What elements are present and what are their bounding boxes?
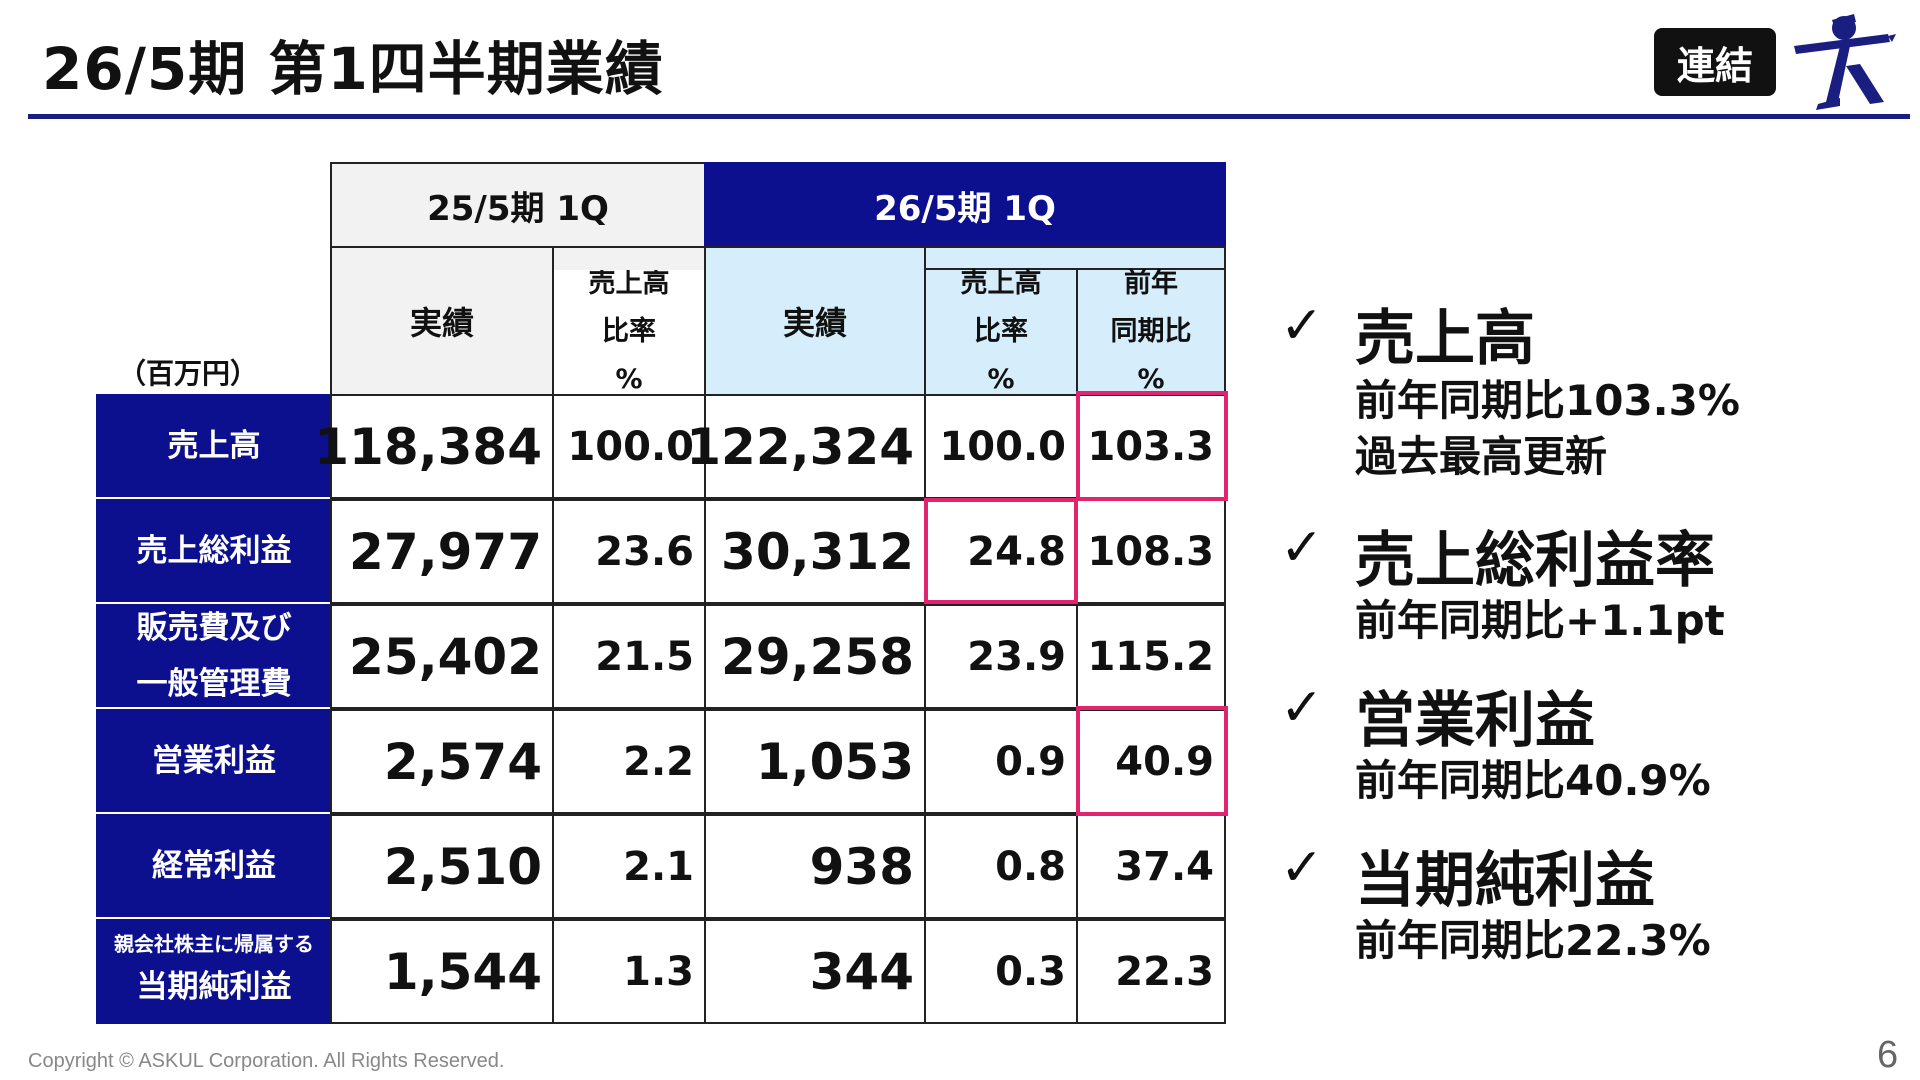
highlight-sales-yoy	[1076, 391, 1228, 501]
sales-prev-ratio: 100.0	[552, 394, 706, 499]
mascot-logo	[1794, 14, 1896, 110]
curr-actual-header: 実績	[704, 246, 926, 396]
check-icon: ✓	[1280, 678, 1324, 738]
slide-title: 26/5期 第1四半期業績	[42, 35, 664, 103]
sga-curr: 29,258	[704, 604, 926, 709]
check-icon: ✓	[1280, 296, 1324, 356]
gross-profit-prev-ratio: 23.6	[552, 499, 706, 604]
prev-header-fill	[552, 246, 706, 270]
highlight-line: 前年同期比40.9%	[1355, 756, 1711, 805]
ordinary-profit-yoy: 37.4	[1076, 814, 1226, 919]
ordinary-profit-curr: 938	[704, 814, 926, 919]
highlight-title: 売上高	[1355, 304, 1535, 374]
operating-profit-prev-ratio: 2.2	[552, 709, 706, 814]
sales-curr: 122,324	[686, 394, 926, 499]
highlight-title: 当期純利益	[1355, 846, 1655, 916]
prev-ratio-header: 売上高 比率%	[552, 268, 706, 396]
curr-yoy-header: 前年 同期比%	[1076, 268, 1226, 396]
highlight-title: 営業利益	[1355, 686, 1595, 756]
row-label-operating-profit: 営業利益	[96, 709, 332, 814]
row-label-ordinary-profit: 経常利益	[96, 814, 332, 919]
operating-profit-curr: 1,053	[704, 709, 926, 814]
period-prev-header: 25/5期 1Q	[330, 162, 706, 248]
sales-yoy: 103.3	[1076, 394, 1226, 499]
highlight-title: 売上総利益率	[1355, 526, 1715, 596]
net-income-curr: 344	[704, 919, 926, 1024]
curr-ratio-header: 売上高 比率%	[924, 268, 1078, 396]
gross-profit-curr-ratio: 24.8	[924, 499, 1078, 604]
operating-profit-prev: 2,574	[330, 709, 554, 814]
check-icon: ✓	[1280, 518, 1324, 578]
gross-profit-curr: 30,312	[704, 499, 926, 604]
net-income-prev-ratio: 1.3	[552, 919, 706, 1024]
row-label-net-income: 親会社株主に帰属する 当期純利益	[96, 919, 332, 1024]
curr-header-fill	[924, 246, 1226, 270]
sga-yoy: 115.2	[1076, 604, 1226, 709]
copyright: Copyright © ASKUL Corporation. All Right…	[28, 1050, 505, 1072]
gross-profit-prev: 27,977	[330, 499, 554, 604]
net-income-prev: 1,544	[330, 919, 554, 1024]
sales-prev: 118,384	[314, 394, 554, 499]
highlight-operating-yoy	[1076, 706, 1228, 816]
operating-profit-curr-ratio: 0.9	[924, 709, 1078, 814]
gross-profit-yoy: 108.3	[1076, 499, 1226, 604]
title-underline	[28, 114, 1910, 119]
sga-prev-ratio: 21.5	[552, 604, 706, 709]
prev-actual-header: 実績	[330, 246, 554, 396]
unit-label: （百万円）	[118, 357, 259, 390]
highlight-gross-margin	[924, 498, 1078, 604]
check-icon: ✓	[1280, 838, 1324, 898]
row-label-gross-profit: 売上総利益	[96, 499, 332, 604]
page-number: 6	[1877, 1034, 1899, 1076]
row-label-sales: 売上高	[96, 394, 332, 499]
sga-curr-ratio: 23.9	[924, 604, 1078, 709]
row-label-sga: 販売費及び 一般管理費	[96, 604, 332, 709]
period-curr-header: 26/5期 1Q	[704, 162, 1226, 248]
highlight-line: 前年同期比103.3%	[1355, 376, 1740, 425]
sales-curr-ratio: 100.0	[924, 394, 1078, 499]
highlight-line: 前年同期比22.3%	[1355, 916, 1711, 965]
ordinary-profit-curr-ratio: 0.8	[924, 814, 1078, 919]
sga-prev: 25,402	[330, 604, 554, 709]
net-income-curr-ratio: 0.3	[924, 919, 1078, 1024]
consolidated-badge: 連結	[1654, 28, 1776, 96]
ordinary-profit-prev-ratio: 2.1	[552, 814, 706, 919]
ordinary-profit-prev: 2,510	[330, 814, 554, 919]
highlight-line: 前年同期比+1.1pt	[1355, 596, 1725, 645]
highlight-line: 過去最高更新	[1355, 432, 1608, 481]
net-income-yoy: 22.3	[1076, 919, 1226, 1024]
